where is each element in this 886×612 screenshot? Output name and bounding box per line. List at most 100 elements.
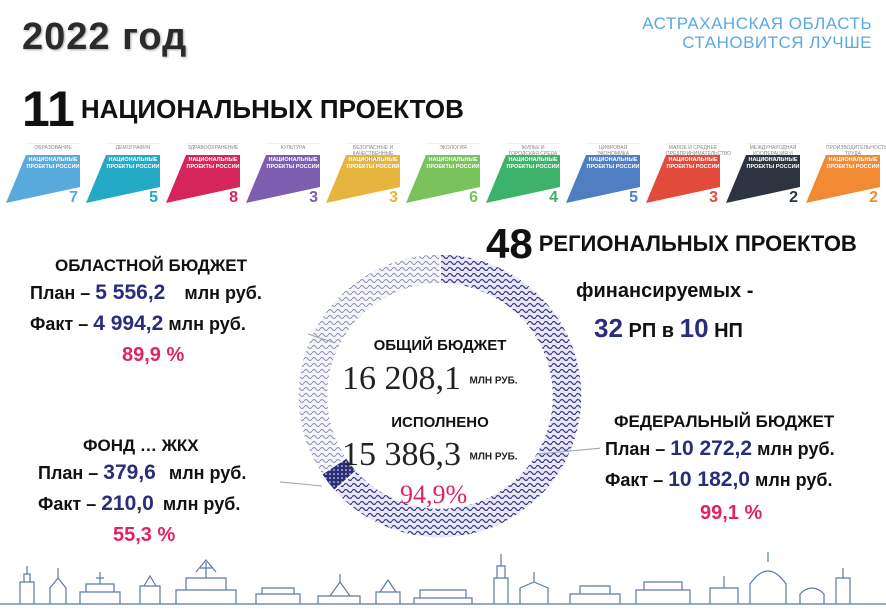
national-projects-count: 11: [22, 81, 75, 137]
rp-label: РП в: [628, 320, 675, 342]
national-project-card: Здравоохранение НАЦИОНАЛЬНЫЕ ПРОЕКТЫ РОСС…: [164, 143, 242, 207]
financed-label: финансируемых -: [576, 280, 754, 302]
project-count: 2: [869, 189, 878, 206]
fund-leader-line: [280, 481, 323, 487]
national-project-card: Жилье и городская среда НАЦИОНАЛЬНЫЕ ПРОЕ…: [484, 143, 562, 207]
project-logo-text: НАЦИОНАЛЬНЫЕ ПРОЕКТЫ РОССИИ: [586, 157, 640, 170]
project-banner-shape: [166, 143, 240, 203]
project-count: 5: [149, 189, 158, 206]
national-projects-label: НАЦИОНАЛЬНЫХ ПРОЕКТОВ: [80, 93, 464, 124]
oblast-plan-line: План – 5 556,2 млн руб.: [30, 281, 262, 305]
brand-logo: АСТРАХАНСКАЯ ОБЛАСТЬ СТАНОВИТСЯ ЛУЧШЕ: [642, 14, 872, 52]
np-label: НП: [714, 320, 743, 342]
project-count: 2: [789, 189, 798, 206]
project-logo-text: НАЦИОНАЛЬНЫЕ ПРОЕКТЫ РОССИИ: [266, 157, 320, 170]
project-banner-shape: [246, 143, 320, 203]
federal-fact-line: Факт – 10 182,0 млн руб.: [605, 468, 833, 492]
fund-fact-unit: млн руб.: [162, 494, 241, 514]
project-category: Культура: [280, 145, 306, 151]
project-banner-shape: [326, 143, 400, 203]
executed-unit: МЛН РУБ.: [469, 451, 518, 463]
oblast-budget-title: ОБЛАСТНОЙ БЮДЖЕТ: [55, 256, 248, 275]
oblast-plan-unit: млн руб.: [184, 283, 262, 303]
project-category: Жилье и городская среда: [508, 145, 558, 157]
project-count: 7: [69, 189, 78, 206]
national-project-card: Образование НАЦИОНАЛЬНЫЕ ПРОЕКТЫ РОССИИ 7: [4, 143, 82, 207]
national-project-card: Культура НАЦИОНАЛЬНЫЕ ПРОЕКТЫ РОССИИ 3: [244, 143, 322, 207]
federal-plan-label: План –: [605, 439, 666, 459]
project-logo-text: НАЦИОНАЛЬНЫЕ ПРОЕКТЫ РОССИИ: [106, 157, 160, 170]
executed-line: 15 386,3 МЛН РУБ.: [342, 436, 518, 474]
total-budget-value: 16 208,1: [342, 360, 461, 397]
budget-donut-chart: [280, 253, 600, 539]
fund-budget-title: ФОНД … ЖКХ: [83, 436, 199, 455]
project-category: Экология: [439, 145, 467, 151]
national-project-cards: Образование НАЦИОНАЛЬНЫЕ ПРОЕКТЫ РОССИИ 7 Д…: [4, 143, 886, 209]
np-count: 10: [679, 313, 709, 343]
project-count: 4: [549, 189, 558, 206]
federal-leader-line: [537, 447, 600, 455]
oblast-plan-value: 5 556,2: [95, 281, 166, 304]
project-category: Цифровая экономика: [597, 145, 629, 157]
fund-percent: 55,3 %: [113, 524, 176, 546]
oblast-fact-unit: млн руб.: [168, 314, 246, 334]
total-budget-title: ОБЩИЙ БЮДЖЕТ: [373, 337, 507, 354]
regional-projects-heading: 48 РЕГИОНАЛЬНЫХ ПРОЕКТОВ: [486, 220, 857, 268]
federal-fact-value: 10 182,0: [668, 468, 750, 491]
project-banner-shape: [566, 143, 640, 203]
national-project-card: Демография НАЦИОНАЛЬНЫЕ ПРОЕКТЫ РОССИИ 5: [84, 143, 162, 207]
fund-plan-unit: млн руб.: [168, 463, 247, 483]
oblast-leader-line: [307, 333, 336, 344]
project-category: Безопасные и качественные дороги: [352, 145, 394, 163]
oblast-fact-label: Факт –: [30, 314, 89, 334]
city-skyline-illustration: [0, 552, 886, 605]
project-logo-text: НАЦИОНАЛЬНЫЕ ПРОЕКТЫ РОССИИ: [186, 157, 240, 170]
oblast-fact-line: Факт – 4 994,2 млн руб.: [30, 312, 246, 336]
project-logo-text: НАЦИОНАЛЬНЫЕ ПРОЕКТЫ РОССИИ: [746, 157, 800, 170]
regional-projects-count: 48: [486, 220, 533, 267]
project-banner-shape: [86, 143, 160, 203]
executed-title: ИСПОЛНЕНО: [391, 414, 489, 431]
oblast-fact-value: 4 994,2: [93, 312, 164, 335]
executed-percent: 94,9%: [400, 480, 468, 509]
federal-plan-unit: млн руб.: [757, 439, 835, 459]
donut-slice-oblast: [297, 253, 441, 476]
federal-plan-value: 10 272,2: [670, 437, 753, 460]
fund-fact-line: Факт – 210,0 млн руб.: [38, 492, 240, 516]
project-category: Международная кооперация и экспорт: [749, 145, 797, 163]
project-category: Малое и среднее предпринимательство: [666, 145, 731, 157]
oblast-plan-label: План –: [30, 283, 91, 303]
fund-fact-value: 210,0: [101, 492, 154, 515]
project-logo-text: НАЦИОНАЛЬНЫЕ ПРОЕКТЫ РОССИИ: [666, 157, 720, 170]
federal-percent: 99,1 %: [700, 502, 763, 524]
project-logo-text: НАЦИОНАЛЬНЫЕ ПРОЕКТЫ РОССИИ: [26, 157, 80, 170]
donut-slice-federal: [333, 253, 583, 539]
rp-count: 32: [594, 313, 623, 343]
national-project-card: Международная кооперация и экспорт НАЦИОН…: [724, 143, 802, 207]
national-project-card: Производительность труда НАЦИОНАЛЬНЫЕ ПРО…: [804, 143, 886, 207]
project-count: 3: [709, 189, 718, 206]
national-project-card: Малое и среднее предпринимательство НАЦИО…: [644, 143, 731, 207]
project-logo-text: НАЦИОНАЛЬНЫЕ ПРОЕКТЫ РОССИИ: [826, 157, 880, 170]
oblast-percent: 89,9 %: [122, 344, 185, 366]
total-budget-unit: МЛН РУБ.: [469, 375, 518, 387]
fund-plan-value: 379,6: [103, 461, 156, 484]
project-category: Образование: [34, 145, 72, 151]
fund-plan-label: План –: [38, 463, 99, 483]
project-logo-text: НАЦИОНАЛЬНЫЕ ПРОЕКТЫ РОССИИ: [346, 157, 400, 170]
regional-projects-label: РЕГИОНАЛЬНЫХ ПРОЕКТОВ: [538, 231, 857, 256]
national-project-card: Цифровая экономика НАЦИОНАЛЬНЫЕ ПРОЕКТЫ Р…: [564, 143, 642, 207]
project-category: Демография: [115, 145, 151, 151]
project-banner-shape: [486, 143, 560, 203]
federal-fact-label: Факт –: [605, 470, 664, 490]
executed-value: 15 386,3: [342, 436, 461, 473]
brand-line-2: СТАНОВИТСЯ ЛУЧШЕ: [682, 33, 872, 52]
project-banner-shape: [406, 143, 480, 203]
federal-plan-line: План – 10 272,2 млн руб.: [605, 437, 835, 461]
project-banner-shape: [726, 143, 800, 203]
national-project-card: Экология НАЦИОНАЛЬНЫЕ ПРОЕКТЫ РОССИИ 6: [404, 143, 482, 207]
total-budget-line: 16 208,1 МЛН РУБ.: [342, 360, 518, 398]
project-banner-shape: [806, 143, 880, 203]
project-banner-shape: [6, 143, 80, 203]
fund-plan-line: План – 379,6 млн руб.: [38, 461, 246, 485]
